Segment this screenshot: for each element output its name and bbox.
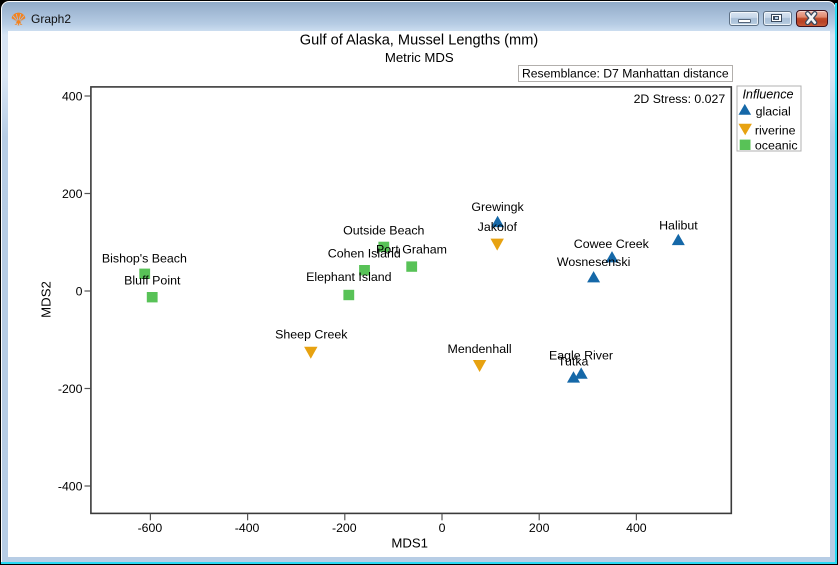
svg-text:2D Stress: 0.027: 2D Stress: 0.027 (634, 92, 726, 106)
svg-text:0: 0 (76, 284, 83, 298)
svg-text:Wosnesenski: Wosnesenski (557, 255, 630, 269)
svg-text:Mendenhall: Mendenhall (448, 342, 512, 356)
svg-text:oceanic: oceanic (755, 138, 798, 152)
svg-text:Resemblance: D7 Manhattan dist: Resemblance: D7 Manhattan distance (522, 66, 729, 80)
svg-text:400: 400 (626, 521, 647, 535)
svg-text:-200: -200 (332, 521, 357, 535)
svg-text:Elephant Island: Elephant Island (306, 270, 392, 284)
svg-text:Metric MDS: Metric MDS (385, 50, 454, 65)
svg-text:-200: -200 (58, 382, 83, 396)
svg-text:Tutka: Tutka (558, 355, 589, 369)
svg-text:Grewingk: Grewingk (471, 200, 524, 214)
svg-text:Cohen Island: Cohen Island (328, 247, 401, 261)
svg-text:glacial: glacial (756, 104, 791, 118)
svg-text:Port Graham: Port Graham (376, 243, 447, 257)
svg-text:-600: -600 (138, 521, 163, 535)
svg-text:Outside Beach: Outside Beach (343, 224, 424, 238)
svg-text:Sheep Creek: Sheep Creek (275, 327, 348, 341)
svg-text:400: 400 (62, 89, 83, 103)
svg-text:MDS2: MDS2 (39, 281, 54, 318)
svg-text:Eagle River: Eagle River (549, 349, 613, 363)
svg-text:Cowee Creek: Cowee Creek (574, 237, 650, 251)
svg-text:Bluff Point: Bluff Point (124, 273, 181, 287)
svg-text:-400: -400 (235, 521, 260, 535)
svg-text:Halibut: Halibut (659, 219, 698, 233)
svg-text:riverine: riverine (755, 123, 796, 137)
svg-text:200: 200 (62, 187, 83, 201)
svg-text:Influence: Influence (742, 87, 793, 101)
svg-text:200: 200 (529, 521, 550, 535)
svg-text:0: 0 (439, 521, 446, 535)
svg-text:-400: -400 (58, 479, 83, 493)
svg-text:MDS1: MDS1 (391, 536, 428, 551)
svg-text:Gulf of Alaska, Mussel Lengths: Gulf of Alaska, Mussel Lengths (mm) (300, 33, 538, 49)
svg-text:Jakolof: Jakolof (478, 220, 518, 234)
svg-text:Bishop's Beach: Bishop's Beach (102, 252, 187, 266)
